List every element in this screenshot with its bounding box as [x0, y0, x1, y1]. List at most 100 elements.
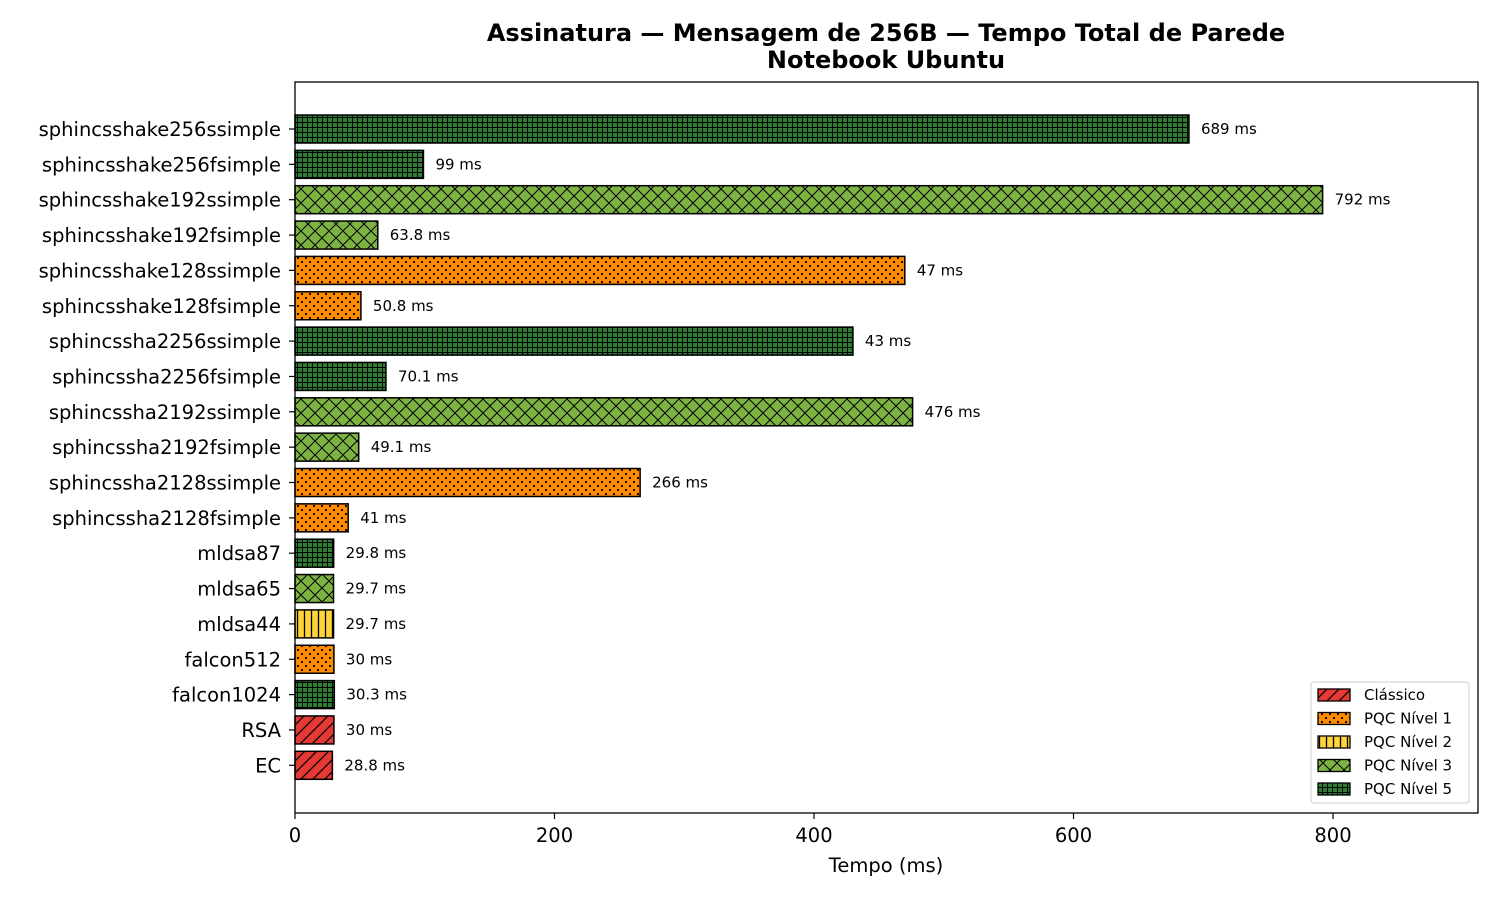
y-tick-label: mldsa44	[197, 613, 281, 636]
legend-label: PQC Nível 3	[1364, 757, 1452, 775]
bar-value-label: 43 ms	[865, 332, 911, 350]
legend-label: PQC Nível 2	[1364, 733, 1452, 751]
y-tick-label: mldsa65	[197, 578, 281, 601]
bar-value-label: 50.8 ms	[373, 297, 434, 315]
bar-group-RSA: 30 ms RSA	[241, 715, 392, 745]
bar-value-label: 689 ms	[1201, 120, 1257, 138]
bar-hatch-sphincssha2128ssimple	[294, 467, 641, 498]
bar-group-mldsa44: 29.7 ms mldsa44	[197, 609, 407, 639]
bar-group-sphincssha2256fsimple: 70.1 ms sphincssha2256fsimple	[52, 361, 459, 392]
axes-frame	[294, 81, 1479, 814]
bar-group-mldsa65: 29.7 ms mldsa65	[197, 573, 407, 604]
bar-group-sphincssha2192ssimple: 476 ms sphincssha2192ssimple	[49, 397, 981, 427]
y-tick-label: sphincsshake256fsimple	[42, 153, 281, 176]
bar-hatch-falcon1024	[294, 679, 336, 710]
y-tick-label: sphincssha2256ssimple	[49, 330, 281, 353]
bar-group-falcon1024: 30.3 ms falcon1024	[172, 679, 407, 710]
legend-entry: PQC Nível 3	[1317, 757, 1452, 775]
bar-group-sphincsshake192fsimple: 63.8 ms sphincsshake192fsimple	[42, 220, 451, 250]
y-tick-label: sphincsshake128ssimple	[39, 259, 281, 282]
bar-hatch-sphincsshake192ssimple	[294, 184, 1324, 215]
y-tick-label: sphincssha2128ssimple	[49, 472, 281, 495]
bar-hatch-sphincsshake128ssimple	[294, 255, 906, 286]
bar-group-sphincssha2256ssimple: 43 ms sphincssha2256ssimple	[49, 326, 911, 356]
bar-group-sphincssha2128fsimple: 41 ms sphincssha2128fsimple	[52, 503, 407, 533]
y-tick-label: falcon512	[185, 648, 281, 671]
bar-hatch-sphincsshake192fsimple	[294, 220, 379, 250]
legend-label: PQC Nível 1	[1364, 710, 1452, 728]
plot-area: 689 ms sphincsshake256ssimple 99 ms sphincs…	[39, 81, 1479, 847]
bar-hatch-sphincsshake128fsimple	[294, 291, 362, 321]
bar-group-sphincsshake192ssimple: 792 ms sphincsshake192ssimple	[39, 184, 1391, 215]
bar-value-label: 29.8 ms	[346, 544, 407, 562]
bar-group-sphincssha2192fsimple: 49.1 ms sphincssha2192fsimple	[52, 432, 432, 462]
bar-value-label: 30 ms	[346, 721, 392, 739]
legend-label: Clássico	[1364, 686, 1425, 704]
legend-entry: PQC Nível 1	[1317, 710, 1452, 728]
bar-value-label: 63.8 ms	[390, 226, 451, 244]
bar-value-label: 29.7 ms	[346, 615, 407, 633]
y-tick-label: mldsa87	[197, 542, 281, 565]
legend-entry: Clássico	[1317, 686, 1425, 704]
bar-value-label: 28.8 ms	[344, 756, 405, 774]
bar-hatch-mldsa44	[294, 609, 335, 639]
bar-hatch-sphincssha2128fsimple	[294, 503, 349, 533]
bar-hatch-mldsa87	[294, 538, 335, 568]
chart-title: Assinatura — Mensagem de 256B — Tempo To…	[487, 19, 1285, 47]
y-tick-label: sphincssha2256fsimple	[52, 365, 281, 388]
bar-hatch-mldsa65	[294, 573, 335, 604]
bar-group-sphincsshake256fsimple: 99 ms sphincsshake256fsimple	[42, 149, 482, 180]
bar-value-label: 41 ms	[360, 509, 406, 527]
bar-value-label: 30.3 ms	[346, 686, 407, 704]
bar-value-label: 30 ms	[346, 650, 392, 668]
y-tick-label: sphincsshake192fsimple	[42, 224, 281, 247]
y-tick-label: sphincsshake192ssimple	[39, 189, 281, 212]
y-tick-label: falcon1024	[172, 684, 281, 707]
y-tick-label: sphincsshake256ssimple	[39, 118, 281, 141]
x-tick-label: 800	[1314, 824, 1351, 847]
bar-hatch-sphincssha2192ssimple	[294, 397, 914, 427]
chart-subtitle: Notebook Ubuntu	[767, 46, 1005, 74]
bar-group-sphincsshake128fsimple: 50.8 ms sphincsshake128fsimple	[42, 291, 434, 321]
legend-swatch-hatch	[1317, 782, 1351, 796]
legend-label: PQC Nível 5	[1364, 780, 1452, 798]
bar-value-label: 29.7 ms	[346, 580, 407, 598]
x-axis-label: Tempo (ms)	[828, 854, 943, 877]
bar-hatch-falcon512	[294, 644, 335, 674]
bar-group-sphincssha2128ssimple: 266 ms sphincssha2128ssimple	[49, 467, 708, 498]
bar-group-mldsa87: 29.8 ms mldsa87	[197, 538, 407, 568]
bar-hatch-sphincssha2256fsimple	[294, 361, 387, 392]
legend-entry: PQC Nível 5	[1317, 780, 1452, 798]
legend: Clássico PQC Nível 1 PQC Nível 2 PQC Nível …	[1310, 681, 1470, 804]
bar-value-label: 49.1 ms	[371, 438, 432, 456]
bar-hatch-EC	[294, 750, 334, 781]
y-tick-label: sphincssha2128fsimple	[52, 507, 281, 530]
bar-value-label: 792 ms	[1335, 191, 1391, 209]
y-tick-label: EC	[255, 754, 281, 777]
y-tick-label: sphincssha2192ssimple	[49, 401, 281, 424]
bar-hatch-sphincsshake256fsimple	[294, 149, 425, 180]
bar-value-label: 476 ms	[925, 403, 981, 421]
bar-hatch-RSA	[294, 715, 335, 745]
bar-hatch-sphincssha2192fsimple	[294, 432, 360, 462]
legend-swatch-hatch	[1317, 758, 1351, 773]
bar-group-sphincsshake256ssimple: 689 ms sphincsshake256ssimple	[39, 114, 1257, 144]
y-tick-label: sphincsshake128fsimple	[42, 295, 281, 318]
bar-group-EC: 28.8 ms EC	[255, 750, 405, 781]
x-tick-label: 400	[795, 824, 832, 847]
y-tick-label: RSA	[241, 719, 281, 742]
legend-swatch-hatch	[1317, 735, 1351, 749]
x-tick-label: 200	[536, 824, 573, 847]
bar-value-label: 70.1 ms	[398, 367, 459, 385]
bar-value-label: 47 ms	[917, 261, 963, 279]
x-tick-label: 600	[1055, 824, 1092, 847]
bar-value-label: 266 ms	[652, 474, 708, 492]
y-tick-label: sphincssha2192fsimple	[52, 436, 281, 459]
legend-swatch-hatch	[1317, 688, 1351, 702]
legend-entry: PQC Nível 2	[1317, 733, 1452, 751]
bar-group-falcon512: 30 ms falcon512	[185, 644, 392, 674]
legend-swatch-hatch	[1317, 711, 1351, 726]
bar-group-sphincsshake128ssimple: 47 ms sphincsshake128ssimple	[39, 255, 963, 286]
bar-value-label: 99 ms	[435, 155, 481, 173]
